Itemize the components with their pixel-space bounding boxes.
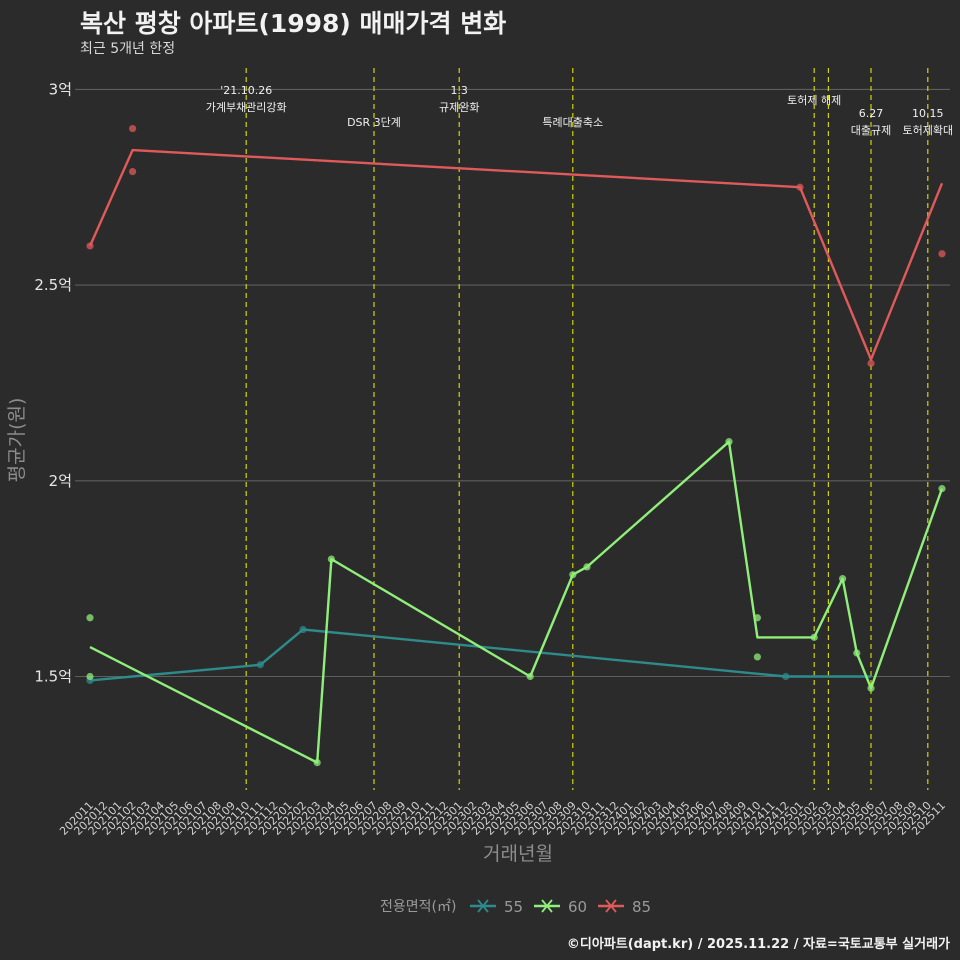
data-point-60 [725, 438, 733, 446]
data-point-60 [569, 571, 577, 579]
data-point-60 [938, 485, 946, 493]
data-point-60 [583, 563, 591, 571]
event-date-label: '21.10.26 [220, 84, 272, 97]
legend-key-cross-icon [605, 899, 617, 913]
event-label: DSR 3단계 [347, 116, 401, 129]
data-point-85 [86, 242, 94, 250]
legend-label: 60 [568, 898, 587, 916]
legend-title: 전용면적(㎡) [380, 899, 456, 915]
data-point-60 [867, 684, 875, 692]
legend-key-cross-icon [477, 899, 489, 913]
data-points [86, 124, 946, 767]
data-point-60 [753, 614, 762, 622]
legend-item-85: 85 [598, 898, 651, 916]
event-label: 특례대출축소 [542, 116, 603, 129]
data-point-55 [782, 672, 790, 681]
y-tick-label: 1.5억 [34, 667, 72, 685]
data-point-60 [853, 649, 861, 657]
event-date-label: 10.15 [912, 107, 944, 120]
series-line-85 [88, 148, 944, 361]
y-tick-label: 2.5억 [34, 276, 72, 294]
data-point-60 [86, 672, 94, 681]
legend-label: 85 [632, 898, 651, 916]
legend-item-60: 60 [534, 898, 587, 916]
y-tick-label: 3억 [49, 80, 72, 98]
data-point-60 [839, 575, 847, 583]
event-label: 대출규제 [851, 124, 891, 137]
chart-caption: ©디아파트(dapt.kr) / 2025.11.22 / 자료=국토교통부 실… [566, 937, 950, 952]
series-line-55 [89, 628, 871, 682]
y-axis-ticks: 1.5억 2억 2.5억 3억 [34, 80, 72, 685]
event-date-label: 1.3 [450, 84, 468, 97]
y-axis-title: 평균가(원) [6, 398, 28, 483]
data-point-60 [86, 614, 94, 622]
legend: 전용면적(㎡) 55 60 85 [380, 898, 651, 916]
event-label: 토허제확대 [902, 124, 953, 137]
legend-item-55: 55 [470, 898, 523, 916]
x-axis-title: 거래년월 [483, 843, 553, 865]
data-point-55 [299, 625, 307, 634]
data-point-60 [753, 653, 762, 661]
chart-subtitle: 최근 5개년 한정 [80, 41, 176, 57]
data-point-55 [256, 661, 264, 669]
event-label: 규제완화 [439, 101, 479, 114]
event-label: 토허제 해제 [787, 93, 841, 107]
data-point-85 [796, 183, 804, 191]
data-point-60 [313, 759, 321, 767]
event-label: 가계부채관리강화 [206, 101, 287, 114]
data-point-85 [867, 359, 875, 367]
data-point-85 [129, 124, 137, 133]
chart-title: 복산 평창 아파트(1998) 매매가격 변화 [80, 9, 507, 38]
data-point-60 [810, 633, 818, 641]
data-point-60 [526, 672, 534, 681]
legend-key-cross-icon [541, 899, 553, 913]
y-tick-label: 2억 [49, 472, 72, 490]
legend-label: 55 [504, 898, 523, 916]
x-axis-ticks: 2020112020122021012021022021032021042021… [57, 799, 948, 838]
data-point-85 [938, 250, 946, 258]
data-point-60 [327, 555, 335, 563]
event-date-label: 6.27 [859, 107, 884, 120]
gridlines [75, 88, 950, 678]
data-point-85 [129, 167, 137, 176]
